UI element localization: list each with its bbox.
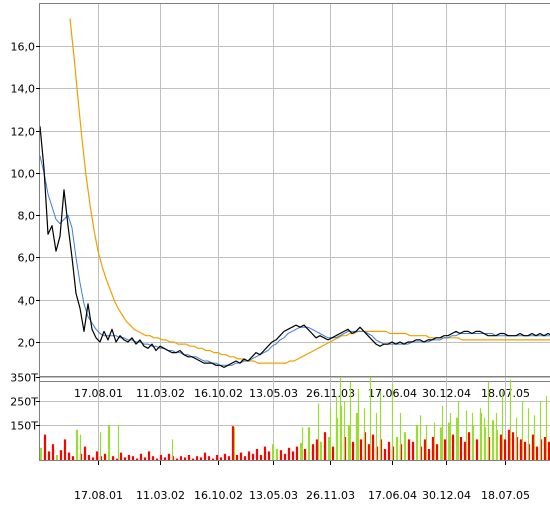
volume-x-tick-label: 11.03.02 [136, 489, 185, 502]
volume-x-tick-label: 18.07.05 [481, 489, 530, 502]
volume-chart-panel: 150T 250T 350T 17.08.01 11.03.02 16.10.02 13.0… [10, 372, 550, 503]
price-y-tick-label: 14,0 [11, 83, 36, 96]
price-series-lines [39, 18, 550, 368]
price-y-tick-label: 2,0 [18, 337, 36, 350]
price-axis: 2,04,06,08,010,012,014,016,017.08.01 11.0… [11, 41, 530, 401]
volume-x-tick-label: 30.12.04 [422, 489, 471, 502]
price-y-tick-label: 8,0 [18, 210, 36, 223]
volume-y-tick-label: 350T [10, 372, 38, 385]
volume-bars [39, 377, 550, 461]
volume-axis: 150T 250T 350T 17.08.01 11.03.02 16.10.02 13.0… [10, 372, 530, 503]
volume-x-tick-label: 13.05.03 [249, 489, 298, 502]
volume-x-tick-label: 17.08.01 [74, 489, 123, 502]
price-grid [40, 3, 550, 382]
price-chart-frame [39, 3, 550, 382]
price-y-tick-label: 16,0 [11, 41, 36, 54]
volume-x-tick-label: 17.06.04 [368, 489, 417, 502]
volume-y-tick-label: 250T [10, 396, 38, 409]
volume-y-tick-label: 150T [10, 420, 38, 433]
price-y-tick-label: 6,0 [18, 252, 36, 265]
price-y-tick-label: 10,0 [11, 168, 36, 181]
price-y-tick-label: 4,0 [18, 295, 36, 308]
series-line-long-average [69, 18, 550, 364]
series-line-short-average [39, 155, 550, 366]
price-y-tick-label: 12,0 [11, 126, 36, 139]
volume-chart-frame [39, 376, 550, 461]
volume-x-tick-label: 16.10.02 [194, 489, 243, 502]
series-line-price [39, 126, 550, 368]
price-chart-panel: 2,04,06,08,010,012,014,016,017.08.01 11.0… [11, 3, 550, 400]
volume-x-tick-label: 26.11.03 [306, 489, 355, 502]
